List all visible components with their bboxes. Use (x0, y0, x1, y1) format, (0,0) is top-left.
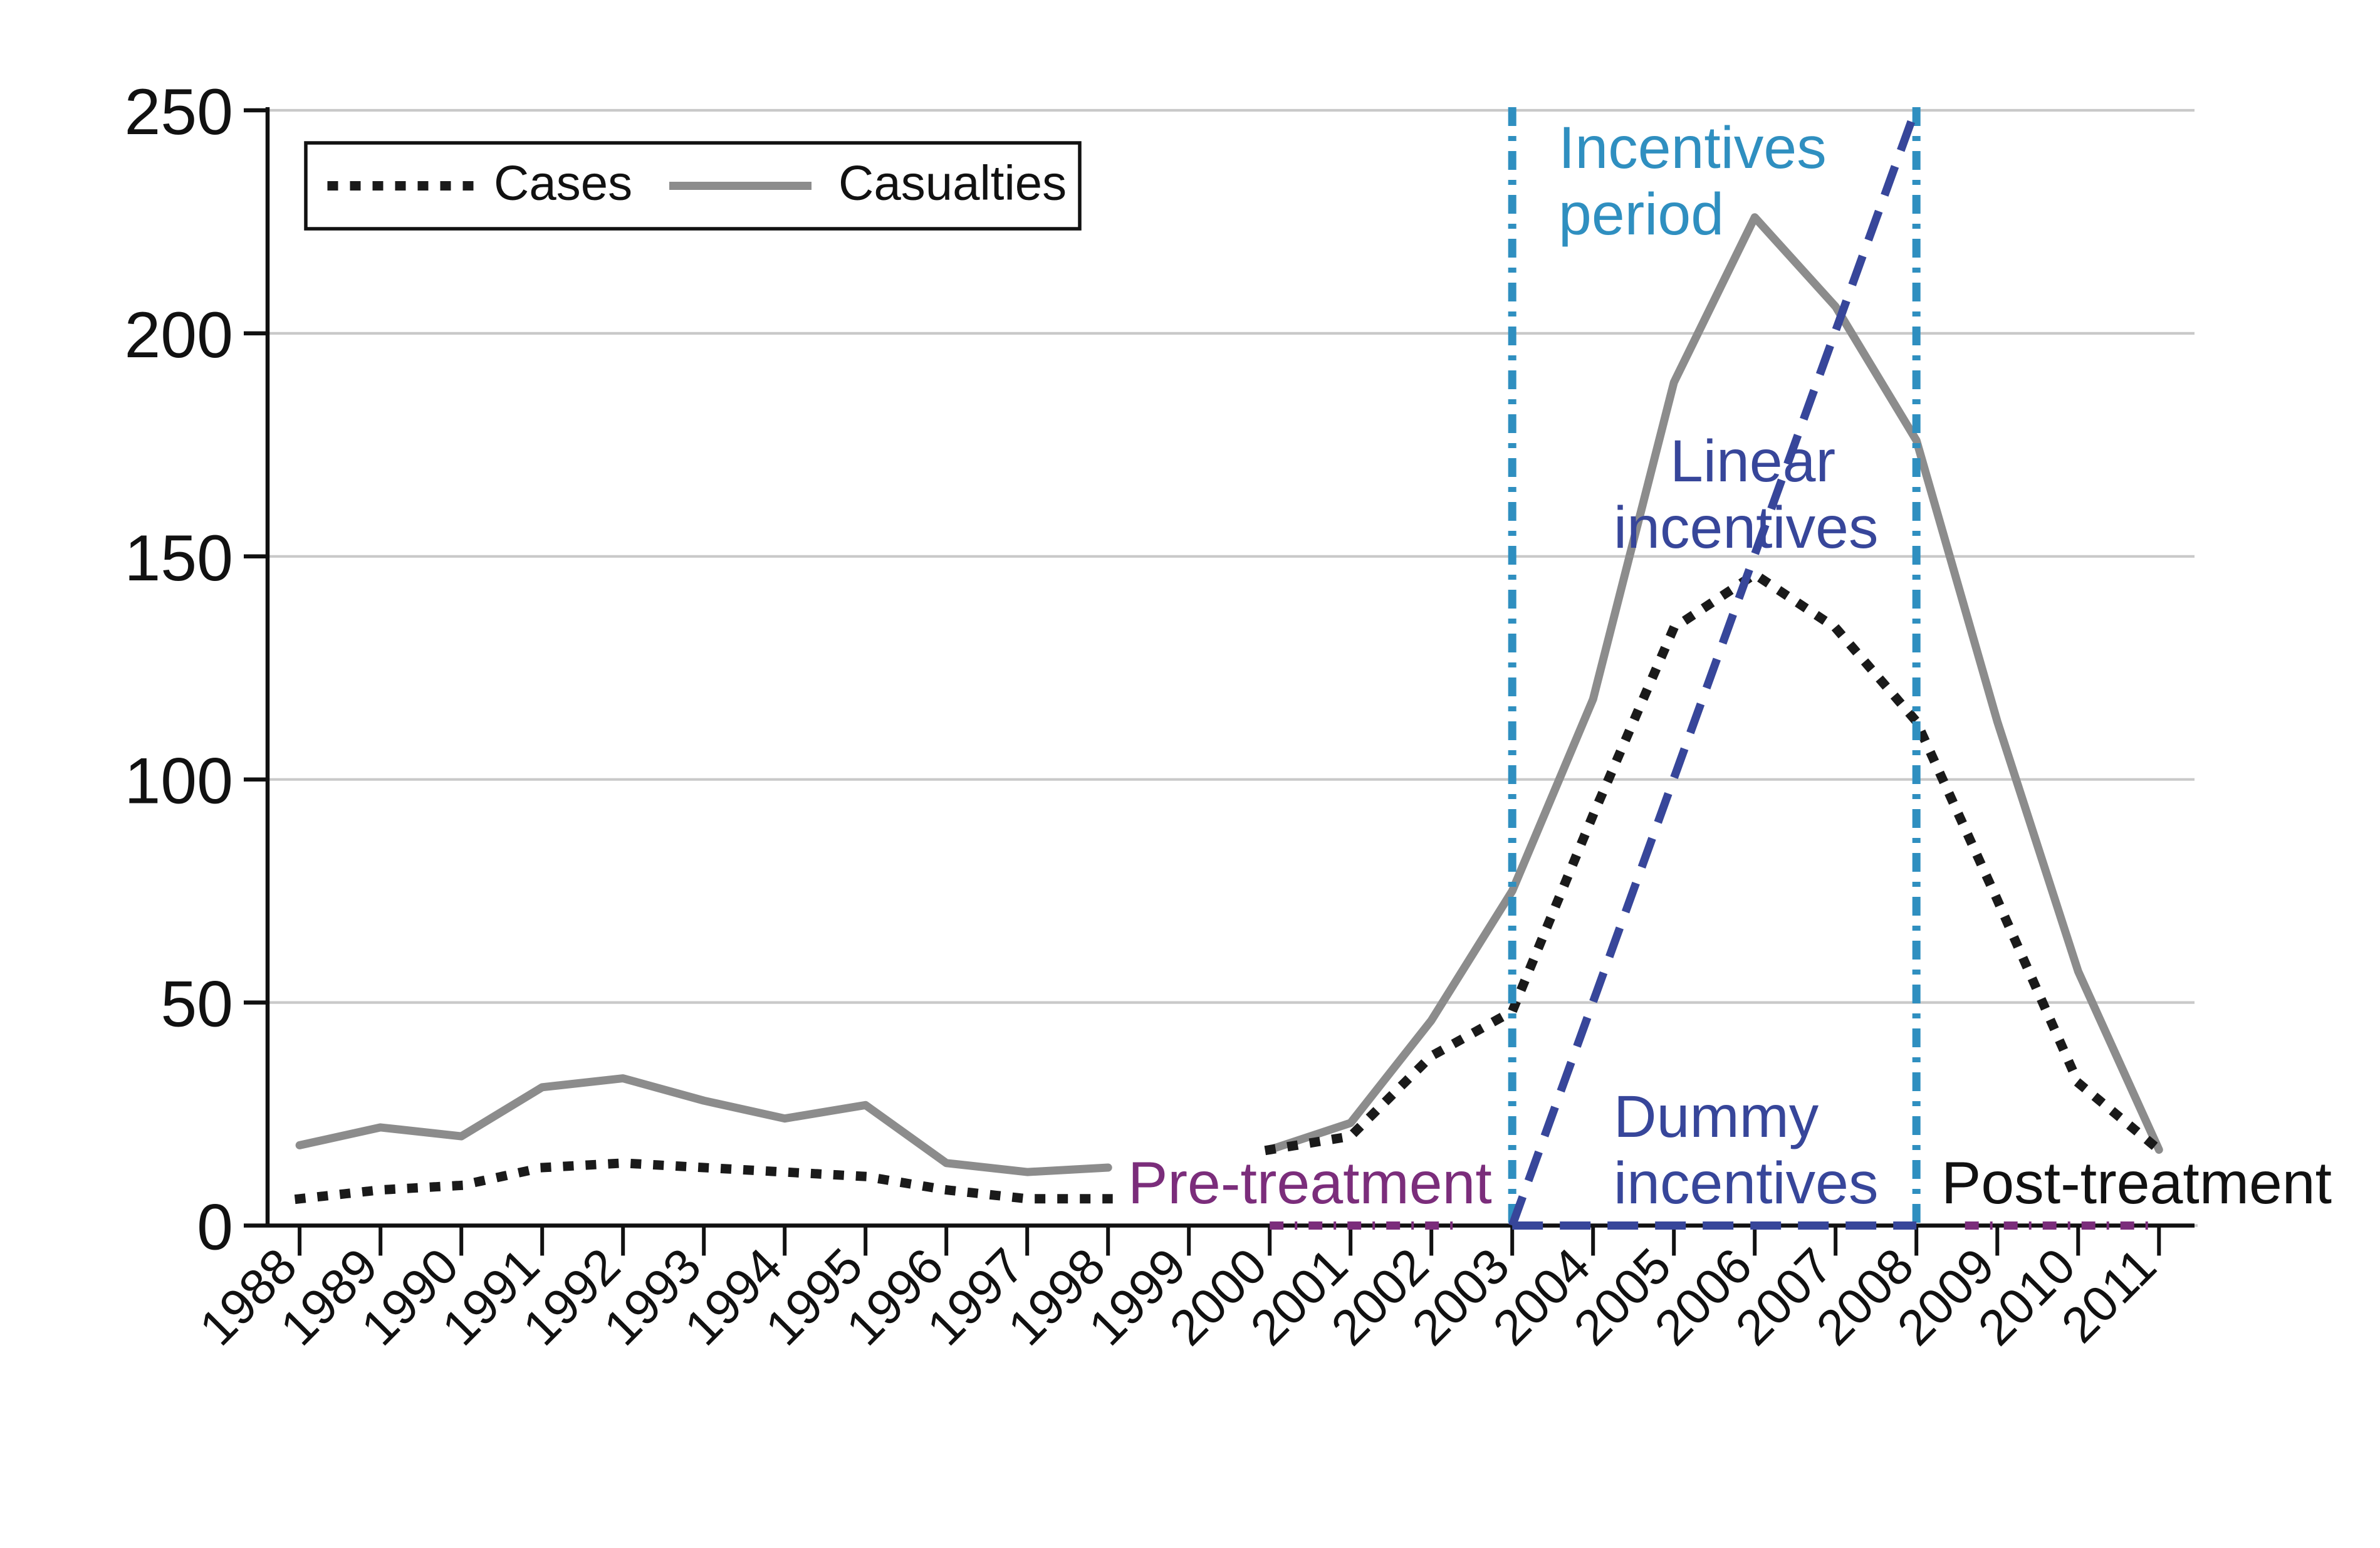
svg-text:period: period (1558, 181, 1724, 248)
svg-text:Post-treatment: Post-treatment (1941, 1150, 2332, 1216)
svg-text:Dummy: Dummy (1614, 1084, 1819, 1150)
svg-text:50: 50 (160, 968, 233, 1041)
svg-text:Linear: Linear (1670, 428, 1835, 494)
svg-text:incentives: incentives (1614, 494, 1878, 561)
svg-text:Cases: Cases (494, 155, 632, 211)
svg-text:250: 250 (124, 76, 233, 149)
svg-text:200: 200 (124, 299, 233, 372)
svg-text:Incentives: Incentives (1558, 115, 1827, 181)
svg-text:150: 150 (124, 522, 233, 595)
svg-text:incentives: incentives (1614, 1150, 1878, 1216)
svg-text:100: 100 (124, 745, 233, 818)
svg-text:Pre-treatment: Pre-treatment (1128, 1150, 1492, 1216)
svg-text:Casualties: Casualties (838, 155, 1067, 211)
svg-text:0: 0 (197, 1191, 233, 1264)
